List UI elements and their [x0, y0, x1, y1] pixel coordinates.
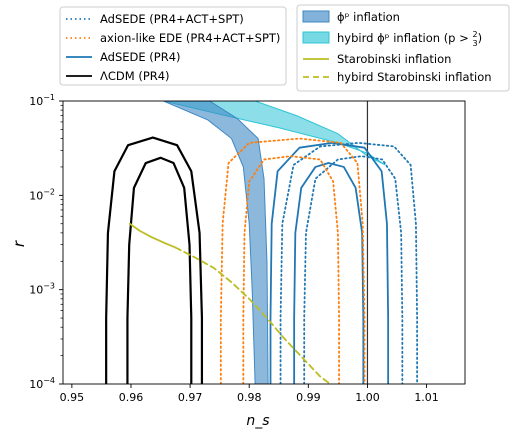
band-inflation	[163, 101, 269, 384]
curve-hybird-starobinski-inflation	[174, 246, 332, 384]
y-tick-label: 10−1	[29, 93, 55, 108]
contour-adsede-pr4-95	[269, 141, 390, 384]
legend-swatch	[302, 10, 330, 23]
y-axis: 10−1 10−2 10−3 10−4	[29, 93, 63, 391]
curve-starobinski-inflation	[128, 222, 177, 249]
legend-left: AdSEDE (PR4+ACT+SPT) axion-like EDE (PR4+…	[59, 6, 287, 86]
y-tick-label: 10−2	[29, 187, 55, 202]
x-tick-label: 0.97	[178, 391, 203, 404]
x-tick-label: 0.98	[237, 391, 262, 404]
contour-adsede-pr4-act-spt-68	[303, 155, 404, 384]
contour-adsede-pr4-68	[293, 162, 365, 384]
legend-label: hybird ϕᵖ inflation (p > 2 3)	[337, 30, 482, 48]
legend-label: AdSEDE (PR4)	[100, 50, 181, 64]
legend-right: ϕᵖ inflation hybird ϕᵖ inflation (p > 2 3)…	[296, 4, 510, 92]
x-tick-label: 1.01	[414, 391, 439, 404]
x-tick-label: 0.99	[296, 391, 321, 404]
y-axis-label: r	[10, 240, 28, 247]
legend-swatch	[302, 31, 330, 44]
legend-item-hybird-starobinski-inflation: hybird Starobinski inflation	[303, 70, 492, 84]
plot-frame	[62, 100, 466, 385]
legend-label: hybird Starobinski inflation	[337, 70, 492, 84]
legend-item-adsede-pr4: AdSEDE (PR4)	[66, 50, 181, 64]
x-tick-label: 0.96	[119, 391, 144, 404]
legend-item-adsede-pr4-act-spt: AdSEDE (PR4+ACT+SPT)	[66, 12, 244, 26]
contour-axion-like-ede-pr4-act-spt-68	[242, 155, 340, 384]
legend-label: axion-like EDE (PR4+ACT+SPT)	[100, 31, 280, 45]
legend-label: ΛCDM (PR4)	[100, 69, 170, 83]
band-hybird-inflation-p-2-3	[163, 101, 386, 166]
y-tick-label: 10−4	[29, 376, 55, 391]
x-axis: 0.95 0.96 0.97 0.98 0.99 1.00 1.01	[60, 384, 439, 404]
contour-cdm-pr4-95	[105, 136, 204, 384]
legend-item-starobinski-inflation: Starobinski inflation	[303, 52, 451, 66]
legend-item-inflation: ϕᵖ inflation	[302, 10, 400, 24]
contour-cdm-pr4-68	[126, 156, 193, 384]
legend-label: ϕᵖ inflation	[337, 10, 400, 24]
plot-area	[105, 101, 419, 384]
legend-item-cdm-pr4: ΛCDM (PR4)	[66, 69, 170, 83]
y-tick-label: 10−3	[29, 282, 55, 297]
legend-frame	[59, 6, 287, 86]
legend-frame	[296, 4, 510, 92]
x-axis-label: n_s	[246, 413, 269, 429]
x-tick-label: 1.00	[355, 391, 380, 404]
x-tick-label: 0.95	[60, 391, 85, 404]
legend-label: Starobinski inflation	[337, 52, 451, 66]
contour-axion-like-ede-pr4-act-spt-95	[219, 137, 366, 384]
legend-label: AdSEDE (PR4+ACT+SPT)	[100, 12, 244, 26]
contour-adsede-pr4-act-spt-95	[279, 141, 419, 384]
legend-item-axion-like-ede-pr4-act-spt: axion-like EDE (PR4+ACT+SPT)	[66, 31, 280, 45]
legend-item-hybird-inflation-p-2-3: hybird ϕᵖ inflation (p > 2 3)	[302, 30, 482, 48]
